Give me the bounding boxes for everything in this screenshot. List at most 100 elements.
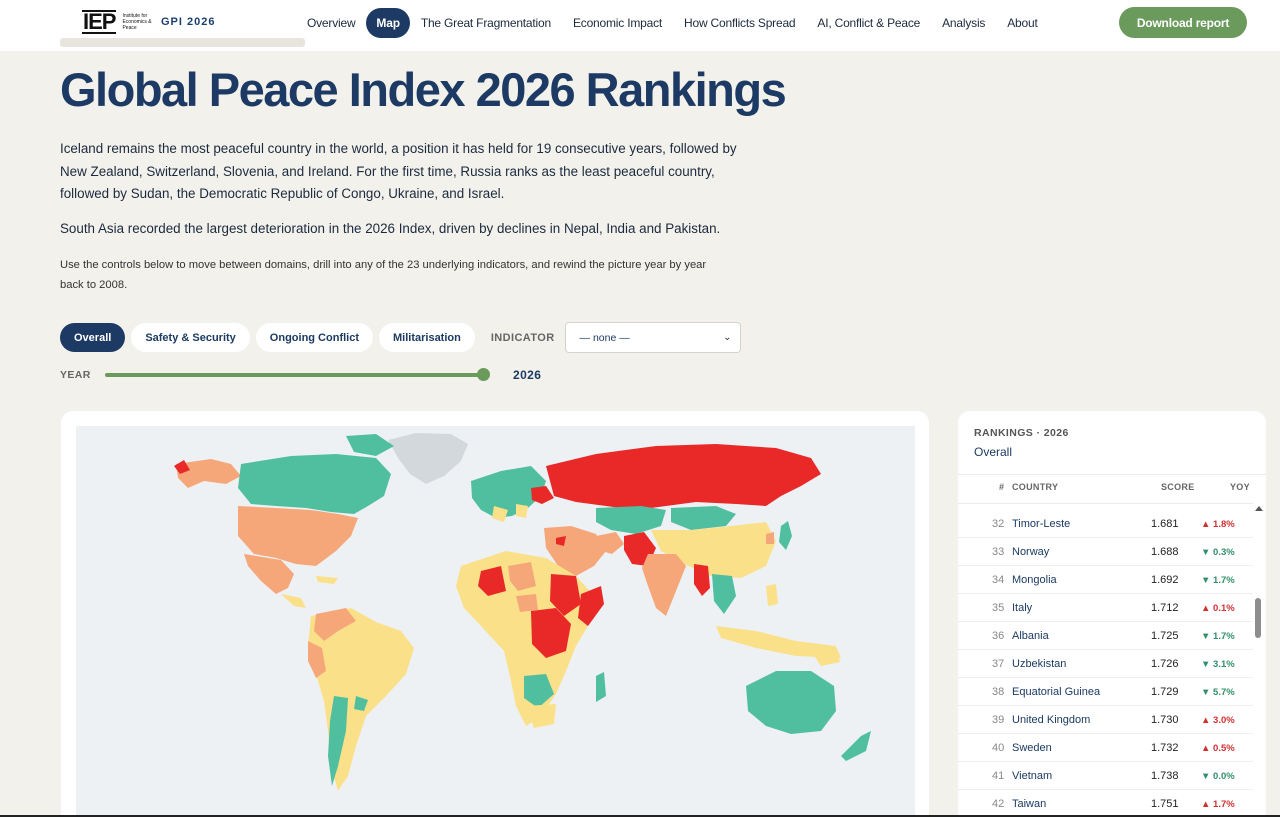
row-rank: 36 <box>992 630 1005 642</box>
region-png[interactable] <box>811 648 840 666</box>
region-nigeria[interactable] <box>516 594 538 612</box>
header-yoy[interactable]: YOY <box>1230 482 1250 492</box>
region-india[interactable] <box>642 554 686 616</box>
region-australia[interactable] <box>746 671 836 734</box>
row-yoy: ▲ 0.5% <box>1201 743 1235 754</box>
table-row[interactable]: 41 Vietnam 1.738 ▼ 0.0% <box>958 762 1253 790</box>
row-score: 1.688 <box>1151 546 1179 558</box>
region-central-america[interactable] <box>281 594 306 608</box>
iep-logo[interactable]: IEP Institute for Economics & Peace <box>82 10 156 34</box>
tab-ongoing-conflict[interactable]: Ongoing Conflict <box>255 323 373 352</box>
header-score[interactable]: SCORE <box>1161 482 1195 492</box>
region-uruguay[interactable] <box>354 696 368 711</box>
region-botswana[interactable] <box>524 674 554 708</box>
region-russia[interactable] <box>546 444 821 510</box>
page-title: Global Peace Index 2026 Rankings <box>60 63 787 116</box>
region-china[interactable] <box>651 522 776 578</box>
region-peru[interactable] <box>308 641 326 678</box>
table-row[interactable]: 34 Mongolia 1.692 ▼ 1.7% <box>958 566 1253 594</box>
year-label: YEAR <box>60 369 91 381</box>
tab-overall[interactable]: Overall <box>60 323 126 352</box>
region-alaska[interactable] <box>176 459 241 488</box>
row-yoy: ▼ 3.1% <box>1201 659 1235 670</box>
nav-link-overview[interactable]: Overview <box>307 16 356 30</box>
region-south-africa[interactable] <box>526 704 556 728</box>
row-rank: 40 <box>992 742 1005 754</box>
table-row[interactable]: 40 Sweden 1.732 ▲ 0.5% <box>958 734 1253 762</box>
nav-link-about[interactable]: About <box>1007 16 1038 30</box>
table-row[interactable]: 35 Italy 1.712 ▲ 0.1% <box>958 594 1253 622</box>
row-rank: 41 <box>992 770 1005 782</box>
triangle-up-icon: ▲ <box>1201 799 1214 810</box>
region-iran[interactable] <box>596 532 624 554</box>
indicator-select[interactable]: — none — ⌄ <box>564 322 741 353</box>
triangle-down-icon: ▼ <box>1201 575 1214 586</box>
nav-link-great-fragmentation[interactable]: The Great Fragmentation <box>420 16 551 30</box>
region-japan[interactable] <box>779 521 792 550</box>
header-country[interactable]: COUNTRY <box>1012 482 1059 492</box>
region-balkans[interactable] <box>516 504 528 518</box>
nav-link-map[interactable]: Map <box>366 8 410 38</box>
row-country: United Kingdom <box>1012 714 1091 726</box>
region-europe[interactable] <box>471 466 546 518</box>
scroll-up-icon[interactable] <box>1255 506 1263 511</box>
region-usa[interactable] <box>238 506 358 566</box>
region-madagascar[interactable] <box>596 672 606 702</box>
row-country: Vietnam <box>1012 770 1053 782</box>
region-mongolia[interactable] <box>671 506 736 530</box>
triangle-up-icon: ▲ <box>1201 519 1214 530</box>
triangle-down-icon: ▼ <box>1201 659 1214 670</box>
table-row[interactable]: 32 Timor-Leste 1.681 ▲ 1.8% <box>958 510 1253 538</box>
table-row[interactable]: 37 Uzbekistan 1.726 ▼ 3.1% <box>958 650 1253 678</box>
region-canada[interactable] <box>238 454 391 514</box>
region-iberia[interactable] <box>492 506 508 522</box>
table-row[interactable]: 42 Taiwan 1.751 ▲ 1.7% <box>958 790 1253 817</box>
region-indochina[interactable] <box>712 574 736 614</box>
region-niger-algeria[interactable] <box>508 562 536 591</box>
region-new-zealand[interactable] <box>841 731 871 761</box>
nav-link-economic-impact[interactable]: Economic Impact <box>572 16 663 30</box>
rankings-list: 32 Timor-Leste 1.681 ▲ 1.8% 33 Norway 1.688 ▼ 0… <box>958 510 1253 817</box>
region-colombia-venezuela[interactable] <box>314 608 356 641</box>
region-korea[interactable] <box>766 532 774 544</box>
tab-safety-security[interactable]: Safety & Security <box>131 323 250 352</box>
breadcrumb-placeholder <box>60 38 305 47</box>
region-uk-ireland[interactable] <box>476 490 488 502</box>
region-canada-arctic[interactable] <box>346 434 394 456</box>
region-mexico[interactable] <box>244 554 294 594</box>
region-israel[interactable] <box>556 536 566 546</box>
row-score: 1.725 <box>1151 630 1179 642</box>
region-chukotka[interactable] <box>174 460 190 474</box>
table-row[interactable]: 36 Albania 1.725 ▼ 1.7% <box>958 622 1253 650</box>
tab-militarisation[interactable]: Militarisation <box>379 323 475 352</box>
screen-edge <box>0 815 1280 817</box>
nav-link-conflicts-spread[interactable]: How Conflicts Spread <box>684 16 796 30</box>
region-kazakhstan[interactable] <box>596 506 666 534</box>
region-horn-of-africa[interactable] <box>578 586 604 626</box>
world-map-svg[interactable] <box>76 426 915 817</box>
row-yoy: ▲ 0.1% <box>1201 603 1235 614</box>
region-indonesia[interactable] <box>716 626 841 658</box>
world-map[interactable] <box>76 426 915 817</box>
table-row[interactable]: 38 Equatorial Guinea 1.729 ▼ 5.7% <box>958 678 1253 706</box>
year-slider-track[interactable] <box>105 373 485 377</box>
region-caribbean[interactable] <box>316 576 338 584</box>
region-mali[interactable] <box>478 566 506 596</box>
scrollbar-thumb[interactable] <box>1255 598 1261 638</box>
nav-link-ai-conflict[interactable]: AI, Conflict & Peace <box>817 16 921 30</box>
triangle-up-icon: ▲ <box>1201 603 1214 614</box>
region-drc[interactable] <box>531 608 571 658</box>
region-ukraine[interactable] <box>531 486 554 504</box>
row-score: 1.726 <box>1151 658 1179 670</box>
region-philippines[interactable] <box>766 584 778 606</box>
region-greenland[interactable] <box>388 433 468 484</box>
region-sudan[interactable] <box>550 574 581 616</box>
table-row[interactable]: 33 Norway 1.688 ▼ 0.3% <box>958 538 1253 566</box>
region-myanmar[interactable] <box>694 564 710 596</box>
download-report-button[interactable]: Download report <box>1119 7 1247 38</box>
year-slider-handle[interactable] <box>477 368 490 381</box>
nav-link-analysis[interactable]: Analysis <box>942 16 986 30</box>
region-chile[interactable] <box>328 696 348 786</box>
table-row[interactable]: 39 United Kingdom 1.730 ▲ 3.0% <box>958 706 1253 734</box>
row-yoy: ▼ 1.7% <box>1201 575 1235 586</box>
